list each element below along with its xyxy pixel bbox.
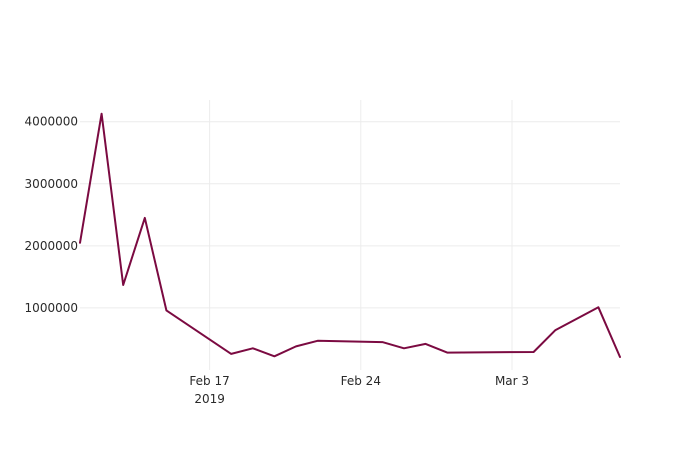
grid bbox=[80, 100, 620, 370]
x-tick-label: Feb 24 bbox=[341, 374, 381, 388]
y-axis: 1000000 2000000 3000000 4000000 bbox=[25, 115, 78, 315]
y-tick-label: 1000000 bbox=[25, 301, 78, 315]
y-tick-label: 2000000 bbox=[25, 239, 78, 253]
x-tick-sublabel: 2019 bbox=[194, 392, 225, 406]
y-tick-label: 3000000 bbox=[25, 177, 78, 191]
plot-area bbox=[79, 112, 621, 358]
x-axis: Feb 17 2019 Feb 24 Mar 3 bbox=[189, 374, 529, 406]
series-line bbox=[79, 112, 621, 358]
y-tick-label: 4000000 bbox=[25, 115, 78, 129]
x-tick-label: Feb 17 bbox=[189, 374, 229, 388]
x-tick-label: Mar 3 bbox=[495, 374, 529, 388]
